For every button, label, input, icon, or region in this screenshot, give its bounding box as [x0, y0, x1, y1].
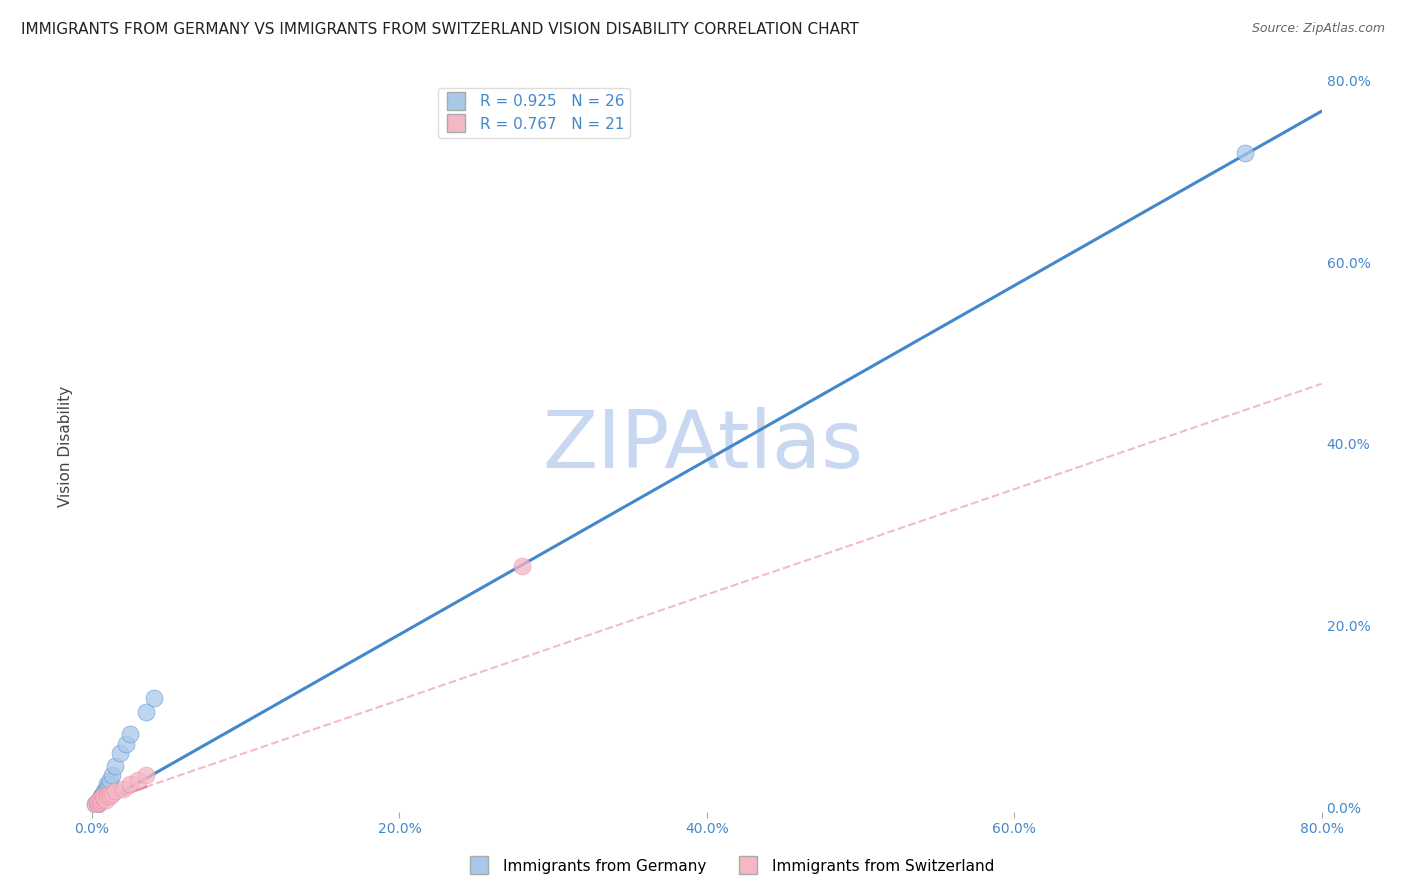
- Point: [100, 772, 122, 787]
- Point: [108, 746, 131, 760]
- Point: [87, 794, 110, 808]
- Point: [101, 768, 124, 782]
- Point: [84, 797, 107, 812]
- Point: [96, 789, 118, 804]
- Point: [101, 787, 124, 801]
- Point: [100, 789, 122, 804]
- Point: [135, 768, 157, 782]
- Point: [135, 705, 157, 719]
- Legend: R = 0.925   N = 26, R = 0.767   N = 21: R = 0.925 N = 26, R = 0.767 N = 21: [439, 88, 630, 137]
- Legend: Immigrants from Germany, Immigrants from Switzerland: Immigrants from Germany, Immigrants from…: [461, 853, 1001, 880]
- Point: [93, 791, 115, 805]
- Point: [94, 787, 117, 801]
- Point: [93, 789, 115, 804]
- Point: [89, 794, 111, 808]
- Point: [96, 784, 118, 798]
- Point: [91, 791, 114, 805]
- Point: [120, 727, 142, 741]
- Point: [86, 795, 108, 809]
- Point: [89, 792, 111, 806]
- Text: IMMIGRANTS FROM GERMANY VS IMMIGRANTS FROM SWITZERLAND VISION DISABILITY CORRELA: IMMIGRANTS FROM GERMANY VS IMMIGRANTS FR…: [21, 22, 859, 37]
- Point: [111, 782, 134, 797]
- Point: [94, 782, 117, 797]
- Point: [90, 793, 112, 807]
- Point: [127, 772, 149, 787]
- Point: [87, 796, 110, 810]
- Point: [115, 737, 138, 751]
- Point: [91, 791, 114, 805]
- Y-axis label: Vision Disability: Vision Disability: [58, 385, 73, 507]
- Point: [93, 784, 115, 798]
- Point: [104, 784, 127, 798]
- Point: [86, 796, 108, 810]
- Point: [91, 787, 114, 801]
- Text: ZIPAtlas: ZIPAtlas: [543, 407, 863, 485]
- Point: [89, 795, 111, 809]
- Point: [91, 789, 114, 804]
- Point: [97, 787, 120, 801]
- Point: [90, 793, 112, 807]
- Point: [97, 777, 120, 791]
- Point: [96, 777, 118, 791]
- Point: [94, 793, 117, 807]
- Point: [142, 691, 165, 706]
- Point: [84, 797, 107, 811]
- Point: [1233, 145, 1256, 160]
- Point: [512, 559, 534, 574]
- Point: [87, 795, 110, 809]
- Point: [89, 791, 111, 805]
- Point: [120, 777, 142, 791]
- Text: Source: ZipAtlas.com: Source: ZipAtlas.com: [1251, 22, 1385, 36]
- Point: [104, 759, 127, 773]
- Point: [87, 797, 110, 811]
- Point: [90, 789, 112, 804]
